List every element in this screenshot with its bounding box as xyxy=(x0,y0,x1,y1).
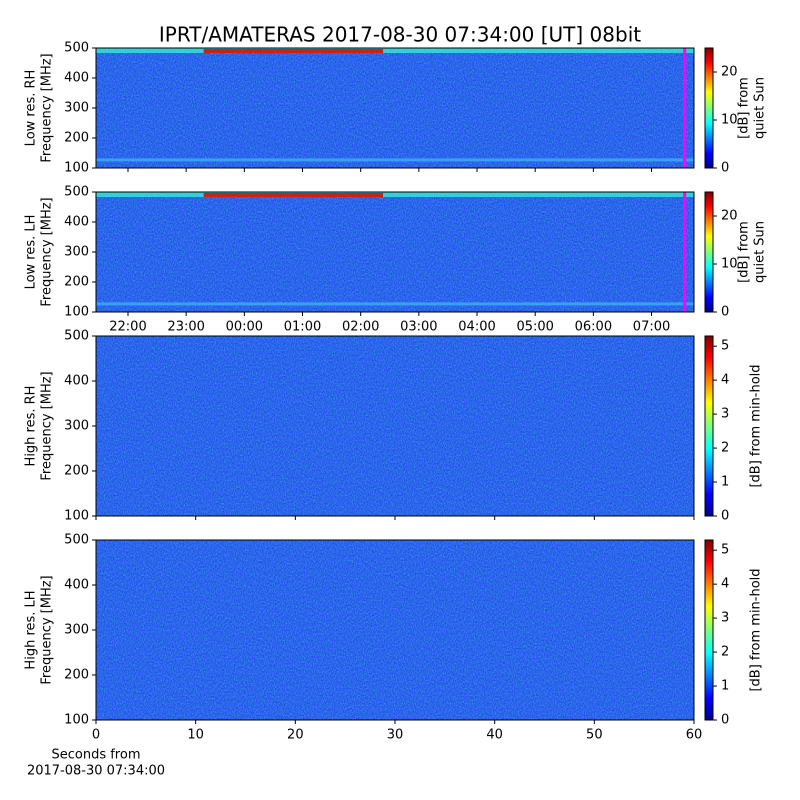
colorbar-tick-label: 1 xyxy=(721,475,729,490)
colorbar-label: quiet Sun xyxy=(753,221,768,283)
y-axis-label: High res. RH xyxy=(24,386,39,467)
spectrogram-hot-band xyxy=(203,193,384,197)
y-tick-label: 500 xyxy=(64,185,89,200)
y-tick-label: 100 xyxy=(64,509,89,524)
x-tick-label: 03:00 xyxy=(400,320,437,335)
colorbar-tick-label: 2 xyxy=(721,441,729,456)
colorbar-tick-label: 5 xyxy=(721,339,729,354)
colorbar xyxy=(704,335,714,517)
spectrogram-noise xyxy=(96,192,694,312)
spectrogram-low-band xyxy=(96,158,694,162)
y-tick-label: 500 xyxy=(64,329,89,344)
x-tick-label: 06:00 xyxy=(575,320,612,335)
colorbar-label: [dB] from min-hold xyxy=(749,568,764,691)
y-tick-label: 500 xyxy=(64,533,89,548)
spectrogram-low-band xyxy=(96,302,694,306)
colorbar-label: [dB] from xyxy=(737,221,752,283)
x-tick-label: 0 xyxy=(92,728,100,743)
colorbar-tick-label: 2 xyxy=(721,645,729,660)
x-tick-label: 04:00 xyxy=(458,320,495,335)
y-tick-label: 100 xyxy=(64,161,89,176)
x-tick-label: 40 xyxy=(486,728,503,743)
y-tick-label: 200 xyxy=(64,275,89,290)
y-axis-label: Frequency [MHz] xyxy=(40,575,55,684)
colorbar-tick-label: 4 xyxy=(721,373,729,388)
colorbar-tick-label: 5 xyxy=(721,543,729,558)
colorbar-tick-label: 10 xyxy=(721,113,738,128)
spectrogram-noise xyxy=(96,540,694,720)
y-tick-label: 400 xyxy=(64,374,89,389)
colorbar-tick-label: 10 xyxy=(721,257,738,272)
x-tick-label: 07:00 xyxy=(633,320,670,335)
colorbar-tick-label: 4 xyxy=(721,577,729,592)
y-tick-label: 300 xyxy=(64,623,89,638)
x-axis-label: 2017-08-30 07:34:00 xyxy=(27,764,165,779)
y-tick-label: 400 xyxy=(64,71,89,86)
x-tick-label: 00:00 xyxy=(226,320,263,335)
y-tick-label: 500 xyxy=(64,41,89,56)
figure-title: IPRT/AMATERAS 2017-08-30 07:34:00 [UT] 0… xyxy=(159,23,641,47)
x-tick-label: 23:00 xyxy=(167,320,204,335)
colorbar-tick-label: 0 xyxy=(721,713,729,728)
colorbar-tick-label: 0 xyxy=(721,509,729,524)
spectrogram-noise xyxy=(96,336,694,516)
x-tick-label: 60 xyxy=(686,728,703,743)
colorbar xyxy=(704,539,714,721)
colorbar-tick-label: 1 xyxy=(721,679,729,694)
x-tick-label: 22:00 xyxy=(109,320,146,335)
y-tick-label: 300 xyxy=(64,245,89,260)
y-tick-label: 100 xyxy=(64,305,89,320)
x-axis-label: Seconds from xyxy=(51,748,140,763)
y-tick-label: 200 xyxy=(64,464,89,479)
colorbar xyxy=(704,191,714,313)
spectrogram-hot-band xyxy=(203,49,384,53)
y-axis-label: Frequency [MHz] xyxy=(40,53,55,162)
colorbar-tick-label: 3 xyxy=(721,407,729,422)
y-tick-label: 400 xyxy=(64,215,89,230)
y-axis-label: Low res. RH xyxy=(24,70,39,147)
colorbar-tick-label: 20 xyxy=(721,209,738,224)
x-tick-label: 02:00 xyxy=(342,320,379,335)
y-tick-label: 400 xyxy=(64,578,89,593)
colorbar xyxy=(704,47,714,169)
colorbar-tick-label: 0 xyxy=(721,305,729,320)
y-axis-label: Low res. LH xyxy=(24,215,39,290)
y-axis-label: Frequency [MHz] xyxy=(40,371,55,480)
x-tick-label: 20 xyxy=(287,728,304,743)
x-tick-label: 10 xyxy=(187,728,204,743)
colorbar-label: quiet Sun xyxy=(753,77,768,139)
spectrogram-top-band xyxy=(96,192,694,197)
colorbar-tick-label: 3 xyxy=(721,611,729,626)
colorbar-tick-label: 0 xyxy=(721,161,729,176)
y-axis-label: High res. LH xyxy=(24,590,39,669)
colorbar-label: [dB] from min-hold xyxy=(749,364,764,487)
colorbar-tick-label: 20 xyxy=(721,65,738,80)
x-tick-label: 01:00 xyxy=(284,320,321,335)
y-tick-label: 200 xyxy=(64,131,89,146)
x-tick-label: 30 xyxy=(387,728,404,743)
y-tick-label: 200 xyxy=(64,668,89,683)
x-tick-label: 05:00 xyxy=(516,320,553,335)
colorbar-label: [dB] from xyxy=(737,77,752,139)
y-tick-label: 100 xyxy=(64,713,89,728)
y-axis-label: Frequency [MHz] xyxy=(40,197,55,306)
spectrogram-top-band xyxy=(96,48,694,53)
y-tick-label: 300 xyxy=(64,101,89,116)
x-tick-label: 50 xyxy=(586,728,603,743)
spectrogram-noise xyxy=(96,48,694,168)
y-tick-label: 300 xyxy=(64,419,89,434)
